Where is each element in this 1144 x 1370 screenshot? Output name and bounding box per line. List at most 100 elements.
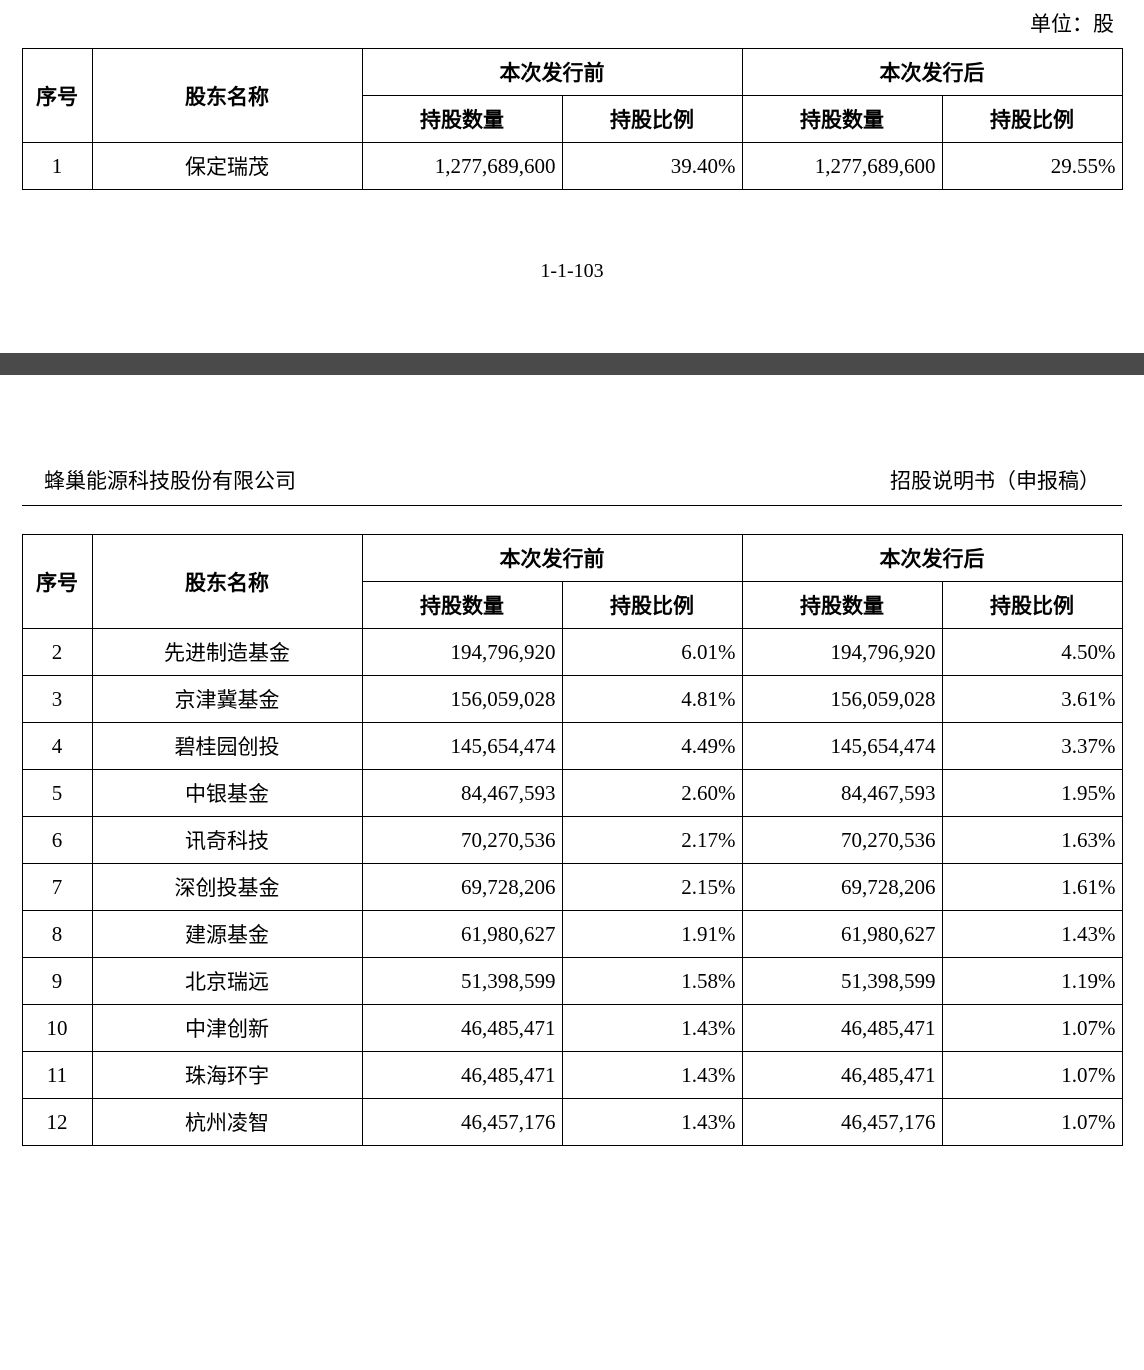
cell-seq: 2 xyxy=(22,629,92,676)
th-before-ratio: 持股比例 xyxy=(562,96,742,143)
cell-after-ratio: 3.61% xyxy=(942,676,1122,723)
th-after-ratio: 持股比例 xyxy=(942,582,1122,629)
th-after-ratio: 持股比例 xyxy=(942,96,1122,143)
table-row: 6讯奇科技70,270,5362.17%70,270,5361.63% xyxy=(22,817,1122,864)
unit-label: 单位：股 xyxy=(0,0,1144,48)
cell-before-ratio: 2.15% xyxy=(562,864,742,911)
cell-after-shares: 145,654,474 xyxy=(742,723,942,770)
cell-name: 深创投基金 xyxy=(92,864,362,911)
cell-before-ratio: 4.49% xyxy=(562,723,742,770)
th-before-shares: 持股数量 xyxy=(362,582,562,629)
shareholder-table-2: 序号 股东名称 本次发行前 本次发行后 持股数量 持股比例 持股数量 持股比例 … xyxy=(22,534,1123,1146)
cell-before-ratio: 1.91% xyxy=(562,911,742,958)
cell-seq: 1 xyxy=(22,143,92,190)
page-break-bar xyxy=(0,353,1144,375)
cell-before-ratio: 39.40% xyxy=(562,143,742,190)
table1-body: 1保定瑞茂1,277,689,60039.40%1,277,689,60029.… xyxy=(22,143,1122,190)
cell-before-shares: 69,728,206 xyxy=(362,864,562,911)
cell-name: 中津创新 xyxy=(92,1005,362,1052)
cell-before-ratio: 2.60% xyxy=(562,770,742,817)
cell-after-shares: 61,980,627 xyxy=(742,911,942,958)
cell-before-ratio: 1.43% xyxy=(562,1099,742,1146)
th-before-shares: 持股数量 xyxy=(362,96,562,143)
cell-before-ratio: 6.01% xyxy=(562,629,742,676)
cell-before-shares: 194,796,920 xyxy=(362,629,562,676)
company-name: 蜂巢能源科技股份有限公司 xyxy=(44,465,296,495)
th-after-group: 本次发行后 xyxy=(742,49,1122,96)
th-seq: 序号 xyxy=(22,535,92,629)
page-header: 蜂巢能源科技股份有限公司 招股说明书（申报稿） xyxy=(22,465,1122,506)
cell-seq: 4 xyxy=(22,723,92,770)
cell-after-shares: 46,485,471 xyxy=(742,1005,942,1052)
cell-after-ratio: 3.37% xyxy=(942,723,1122,770)
cell-name: 建源基金 xyxy=(92,911,362,958)
cell-name: 珠海环宇 xyxy=(92,1052,362,1099)
cell-name: 先进制造基金 xyxy=(92,629,362,676)
table-row: 7深创投基金69,728,2062.15%69,728,2061.61% xyxy=(22,864,1122,911)
cell-before-shares: 70,270,536 xyxy=(362,817,562,864)
table-row: 11珠海环宇46,485,4711.43%46,485,4711.07% xyxy=(22,1052,1122,1099)
cell-seq: 11 xyxy=(22,1052,92,1099)
cell-before-ratio: 1.43% xyxy=(562,1005,742,1052)
cell-before-shares: 61,980,627 xyxy=(362,911,562,958)
cell-name: 京津冀基金 xyxy=(92,676,362,723)
cell-seq: 8 xyxy=(22,911,92,958)
cell-before-ratio: 1.43% xyxy=(562,1052,742,1099)
cell-before-ratio: 1.58% xyxy=(562,958,742,1005)
cell-before-ratio: 2.17% xyxy=(562,817,742,864)
cell-before-shares: 156,059,028 xyxy=(362,676,562,723)
cell-name: 中银基金 xyxy=(92,770,362,817)
cell-seq: 10 xyxy=(22,1005,92,1052)
cell-after-shares: 1,277,689,600 xyxy=(742,143,942,190)
th-before-group: 本次发行前 xyxy=(362,49,742,96)
cell-after-ratio: 1.95% xyxy=(942,770,1122,817)
table-row: 5中银基金84,467,5932.60%84,467,5931.95% xyxy=(22,770,1122,817)
table2-body: 2先进制造基金194,796,9206.01%194,796,9204.50%3… xyxy=(22,629,1122,1146)
cell-after-ratio: 1.19% xyxy=(942,958,1122,1005)
cell-before-shares: 46,457,176 xyxy=(362,1099,562,1146)
cell-before-shares: 84,467,593 xyxy=(362,770,562,817)
cell-seq: 9 xyxy=(22,958,92,1005)
cell-before-ratio: 4.81% xyxy=(562,676,742,723)
cell-after-ratio: 1.07% xyxy=(942,1005,1122,1052)
cell-name: 讯奇科技 xyxy=(92,817,362,864)
cell-after-ratio: 1.43% xyxy=(942,911,1122,958)
cell-before-shares: 46,485,471 xyxy=(362,1005,562,1052)
cell-after-shares: 46,485,471 xyxy=(742,1052,942,1099)
cell-after-ratio: 1.07% xyxy=(942,1052,1122,1099)
page-number: 1-1-103 xyxy=(0,260,1144,283)
cell-after-shares: 51,398,599 xyxy=(742,958,942,1005)
cell-seq: 3 xyxy=(22,676,92,723)
cell-after-shares: 46,457,176 xyxy=(742,1099,942,1146)
cell-name: 保定瑞茂 xyxy=(92,143,362,190)
table-row: 4碧桂园创投145,654,4744.49%145,654,4743.37% xyxy=(22,723,1122,770)
cell-after-shares: 156,059,028 xyxy=(742,676,942,723)
th-after-group: 本次发行后 xyxy=(742,535,1122,582)
cell-after-ratio: 1.63% xyxy=(942,817,1122,864)
table-row: 9北京瑞远51,398,5991.58%51,398,5991.19% xyxy=(22,958,1122,1005)
table-row: 10中津创新46,485,4711.43%46,485,4711.07% xyxy=(22,1005,1122,1052)
cell-seq: 5 xyxy=(22,770,92,817)
cell-after-shares: 84,467,593 xyxy=(742,770,942,817)
th-before-group: 本次发行前 xyxy=(362,535,742,582)
cell-after-ratio: 1.61% xyxy=(942,864,1122,911)
th-before-ratio: 持股比例 xyxy=(562,582,742,629)
cell-seq: 6 xyxy=(22,817,92,864)
cell-name: 杭州凌智 xyxy=(92,1099,362,1146)
cell-before-shares: 51,398,599 xyxy=(362,958,562,1005)
th-after-shares: 持股数量 xyxy=(742,96,942,143)
th-seq: 序号 xyxy=(22,49,92,143)
table-row: 8建源基金61,980,6271.91%61,980,6271.43% xyxy=(22,911,1122,958)
cell-seq: 12 xyxy=(22,1099,92,1146)
document-title: 招股说明书（申报稿） xyxy=(890,465,1100,495)
shareholder-table-1: 序号 股东名称 本次发行前 本次发行后 持股数量 持股比例 持股数量 持股比例 … xyxy=(22,48,1123,190)
cell-after-ratio: 1.07% xyxy=(942,1099,1122,1146)
cell-before-shares: 46,485,471 xyxy=(362,1052,562,1099)
cell-name: 北京瑞远 xyxy=(92,958,362,1005)
cell-after-shares: 194,796,920 xyxy=(742,629,942,676)
cell-name: 碧桂园创投 xyxy=(92,723,362,770)
cell-after-shares: 70,270,536 xyxy=(742,817,942,864)
cell-after-ratio: 29.55% xyxy=(942,143,1122,190)
th-shareholder: 股东名称 xyxy=(92,49,362,143)
table-row: 1保定瑞茂1,277,689,60039.40%1,277,689,60029.… xyxy=(22,143,1122,190)
